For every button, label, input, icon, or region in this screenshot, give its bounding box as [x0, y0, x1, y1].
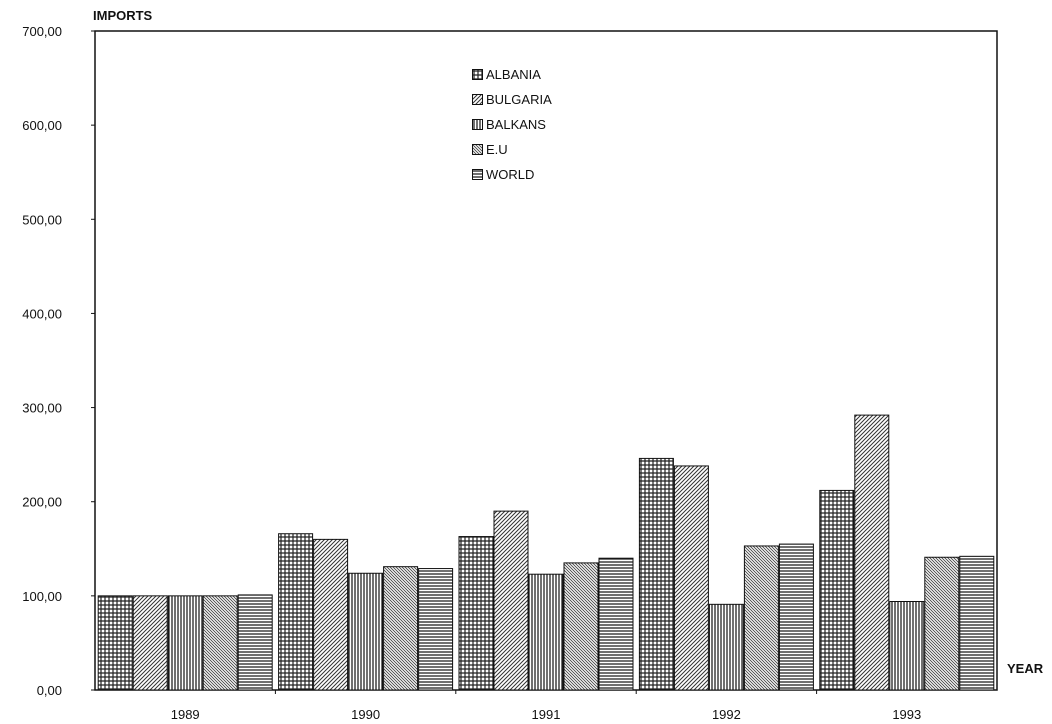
x-tick-label: 1993 [892, 707, 921, 722]
bar-albania-1991 [458, 536, 494, 691]
legend-item-eu: E.U [472, 137, 552, 162]
legend: ALBANIA BULGARIA BALKANS E.U WORLD [472, 62, 552, 187]
bar-eu-1992 [743, 545, 779, 691]
bar-albania-1992 [638, 457, 674, 691]
x-tick-label: 1990 [351, 707, 380, 722]
legend-label-bulgaria: BULGARIA [486, 92, 552, 107]
legend-swatch-pattern [473, 145, 482, 154]
y-axis-label: IMPORTS [93, 8, 153, 23]
bar-world-1990 [418, 568, 454, 691]
legend-swatch-pattern [473, 170, 482, 179]
y-tick-label: 600,00 [22, 118, 62, 133]
bar-bulgaria-1990 [313, 538, 349, 691]
legend-swatch-world [472, 169, 483, 180]
bar-balkans-1991 [528, 573, 564, 691]
legend-swatch-pattern [473, 70, 482, 79]
y-tick-label: 100,00 [22, 589, 62, 604]
bar-world-1993 [959, 555, 995, 691]
legend-swatch-bulgaria [472, 94, 483, 105]
bar-bulgaria-1989 [132, 595, 168, 691]
bar-bulgaria-1991 [493, 510, 529, 691]
bar-world-1991 [598, 557, 634, 691]
y-tick-label: 0,00 [37, 683, 62, 698]
legend-item-balkans: BALKANS [472, 112, 552, 137]
bar-balkans-1989 [167, 595, 203, 691]
legend-label-eu: E.U [486, 142, 508, 157]
bar-eu-1989 [202, 595, 238, 691]
y-tick-label: 400,00 [22, 306, 62, 321]
bar-albania-1990 [278, 533, 314, 691]
y-tick-label: 700,00 [22, 24, 62, 39]
bar-world-1989 [237, 594, 273, 691]
legend-label-albania: ALBANIA [486, 67, 541, 82]
bar-albania-1993 [819, 489, 855, 691]
y-tick-label: 200,00 [22, 495, 62, 510]
bar-eu-1991 [563, 562, 599, 691]
legend-swatch-pattern [473, 120, 482, 129]
legend-label-balkans: BALKANS [486, 117, 546, 132]
x-axis-label: YEAR [1007, 661, 1044, 676]
bar-world-1992 [778, 543, 814, 691]
bar-balkans-1992 [708, 603, 744, 691]
legend-swatch-eu [472, 144, 483, 155]
legend-item-world: WORLD [472, 162, 552, 187]
x-tick-label: 1989 [171, 707, 200, 722]
legend-item-albania: ALBANIA [472, 62, 552, 87]
legend-label-world: WORLD [486, 167, 535, 182]
bar-eu-1993 [924, 556, 960, 691]
legend-item-bulgaria: BULGARIA [472, 87, 552, 112]
bar-bulgaria-1992 [673, 465, 709, 691]
x-tick-label: 1991 [532, 707, 561, 722]
x-tick-label: 1992 [712, 707, 741, 722]
legend-swatch-albania [472, 69, 483, 80]
bar-balkans-1993 [889, 601, 925, 691]
y-tick-label: 500,00 [22, 212, 62, 227]
bar-bulgaria-1993 [854, 414, 890, 691]
bar-albania-1989 [97, 595, 133, 691]
y-tick-label: 300,00 [22, 401, 62, 416]
bar-balkans-1990 [348, 572, 384, 691]
legend-swatch-pattern [473, 95, 482, 104]
legend-swatch-balkans [472, 119, 483, 130]
bar-eu-1990 [383, 566, 419, 691]
